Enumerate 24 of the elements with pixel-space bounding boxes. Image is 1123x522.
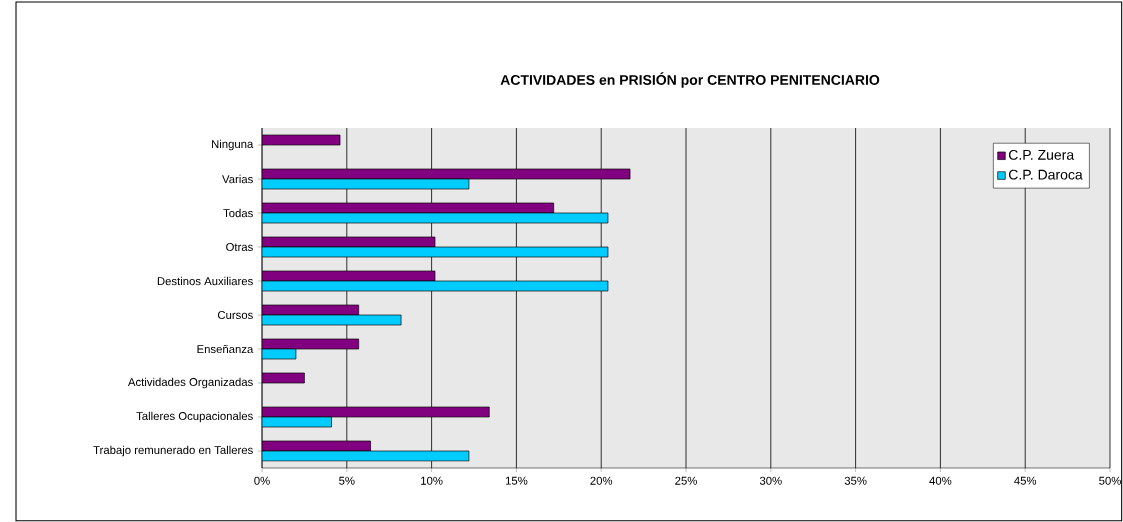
y-tick-label: Todas [223, 208, 253, 218]
y-tick-label: Talleres Ocupacionales [136, 411, 253, 423]
y-tick-label: Ninguna [212, 139, 254, 151]
y-tick-label: Enseñanza [197, 344, 254, 354]
x-tick-label: 5% [339, 476, 355, 485]
x-tick-label: 40% [929, 476, 952, 485]
x-tick-label: 20% [590, 476, 613, 485]
x-tick-label: 45% [1014, 476, 1037, 485]
x-tick-label: 50% [1099, 476, 1121, 485]
chart-title: ACTIVIDADES en PRISIÓN por CENTRO PENITENCIARIO [500, 72, 880, 88]
x-tick-label: 25% [675, 476, 697, 485]
y-tick-label: Trabajo remunerado en Talleres [93, 445, 253, 457]
x-tick-label: 30% [759, 476, 782, 485]
x-tick-label: 35% [844, 476, 867, 485]
x-tick-label: 15% [505, 476, 528, 485]
x-tick-label: 0% [254, 476, 270, 485]
y-tick-label: Otras [226, 243, 253, 252]
legend-label: C.P. Daroca [1008, 169, 1083, 180]
x-tick-label: 10% [421, 476, 443, 485]
y-tick-label: Actividades Organizadas [127, 377, 253, 389]
y-tick-label: Destinos Auxiliares [157, 276, 253, 286]
y-tick-label: Cursos [217, 311, 253, 320]
y-tick-label: Varias [222, 174, 253, 184]
legend-label: C.P. Zuera [1008, 149, 1075, 160]
